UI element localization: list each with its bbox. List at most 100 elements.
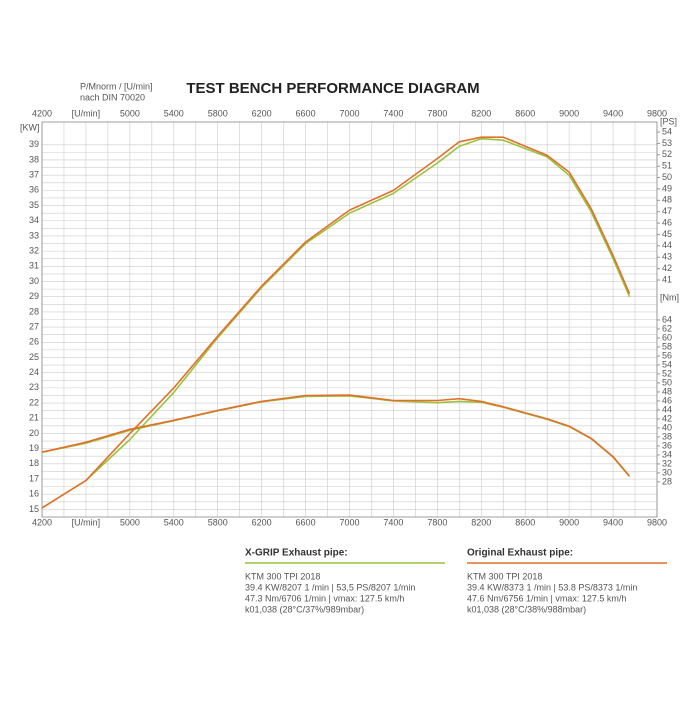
x-tick-label: 8600 xyxy=(515,517,535,527)
legend-detail: k01,038 (28°C/37%/989mbar) xyxy=(245,604,364,614)
y3-tick-label: 44 xyxy=(662,240,672,250)
y2-tick-label: 54 xyxy=(662,359,672,369)
x-tick-label: 9000 xyxy=(559,108,579,118)
x-tick-label: 8200 xyxy=(471,517,491,527)
x-tick-label: 9000 xyxy=(559,517,579,527)
y2-axis-label: [Nm] xyxy=(660,292,679,302)
y2-tick-label: 58 xyxy=(662,341,672,351)
y3-tick-label: 43 xyxy=(662,252,672,262)
y2-tick-label: 38 xyxy=(662,431,672,441)
legend-detail: KTM 300 TPI 2018 xyxy=(467,571,542,581)
y2-tick-label: 42 xyxy=(662,413,672,423)
y3-tick-label: 51 xyxy=(662,161,672,171)
y2-tick-label: 32 xyxy=(662,458,672,468)
y2-tick-label: 62 xyxy=(662,323,672,333)
legend-detail: 39.4 KW/8207 1 /min | 53,5 PS/8207 1/min xyxy=(245,582,415,592)
y3-tick-label: 54 xyxy=(662,126,672,136)
y2-tick-label: 30 xyxy=(662,467,672,477)
y3-axis-label: [PS] xyxy=(660,116,677,126)
y-tick-label: 34 xyxy=(29,215,39,225)
y-tick-label: 28 xyxy=(29,306,39,316)
y3-tick-label: 53 xyxy=(662,138,672,148)
x-tick-label: 7000 xyxy=(339,108,359,118)
y-tick-label: 35 xyxy=(29,200,39,210)
legend-detail: 39.4 KW/8373 1 /min | 53.8 PS/8373 1/min xyxy=(467,582,637,592)
power-line xyxy=(41,137,631,509)
y-tick-label: 25 xyxy=(29,352,39,362)
x-tick-label: 5000 xyxy=(120,517,140,527)
y-tick-label: 26 xyxy=(29,337,39,347)
x-tick-label: 5800 xyxy=(208,108,228,118)
torque-line xyxy=(41,394,631,477)
y-tick-label: 32 xyxy=(29,246,39,256)
y2-tick-label: 36 xyxy=(662,440,672,450)
y-tick-label: 27 xyxy=(29,321,39,331)
x-tick-label: 6200 xyxy=(252,517,272,527)
power-line xyxy=(41,136,631,509)
x-tick-label: 7400 xyxy=(383,108,403,118)
x-tick-label: 9400 xyxy=(603,108,623,118)
legend-detail: KTM 300 TPI 2018 xyxy=(245,571,320,581)
y3-tick-label: 50 xyxy=(662,172,672,182)
y3-tick-label: 46 xyxy=(662,217,672,227)
x-tick-label: 4200 xyxy=(32,108,52,118)
legend-detail: k01,038 (28°C/38%/988mbar) xyxy=(467,604,586,614)
x-tick-label: 5400 xyxy=(164,108,184,118)
note: nach DIN 70020 xyxy=(80,92,145,102)
y2-tick-label: 50 xyxy=(662,377,672,387)
y-tick-label: 15 xyxy=(29,504,39,514)
y-tick-label: 29 xyxy=(29,291,39,301)
y2-tick-label: 60 xyxy=(662,332,672,342)
y-tick-label: 24 xyxy=(29,367,39,377)
y2-tick-label: 46 xyxy=(662,395,672,405)
y-tick-label: 36 xyxy=(29,185,39,195)
x-tick-label: 5800 xyxy=(208,517,228,527)
x-tick-label: 6600 xyxy=(296,108,316,118)
y3-tick-label: 41 xyxy=(662,274,672,284)
y-tick-label: 18 xyxy=(29,458,39,468)
y-tick-label: 33 xyxy=(29,230,39,240)
y-tick-label: 16 xyxy=(29,489,39,499)
x-tick-label: [U/min] xyxy=(72,517,101,527)
y2-tick-label: 64 xyxy=(662,314,672,324)
y-tick-label: 22 xyxy=(29,397,39,407)
y2-tick-label: 52 xyxy=(662,368,672,378)
y2-tick-label: 40 xyxy=(662,422,672,432)
y3-tick-label: 45 xyxy=(662,229,672,239)
x-tick-label: 4200 xyxy=(32,517,52,527)
y-tick-label: 20 xyxy=(29,428,39,438)
note: P/Mnorm / [U/min] xyxy=(80,81,153,91)
y3-tick-label: 49 xyxy=(662,183,672,193)
y-tick-label: 30 xyxy=(29,276,39,286)
x-tick-label: 8200 xyxy=(471,108,491,118)
y-tick-label: 19 xyxy=(29,443,39,453)
x-tick-label: 5000 xyxy=(120,108,140,118)
x-tick-label: 5400 xyxy=(164,517,184,527)
y2-tick-label: 44 xyxy=(662,404,672,414)
plot-frame xyxy=(41,121,658,518)
y-tick-label: 17 xyxy=(29,473,39,483)
legend-detail: 47.6 Nm/6756 1/min | vmax: 127.5 km/h xyxy=(467,593,626,603)
y3-tick-label: 42 xyxy=(662,263,672,273)
x-tick-label: [U/min] xyxy=(72,108,101,118)
y3-tick-label: 52 xyxy=(662,149,672,159)
x-tick-label: 9800 xyxy=(647,517,667,527)
x-tick-label: 8600 xyxy=(515,108,535,118)
x-tick-label: 7800 xyxy=(427,517,447,527)
x-tick-label: 7000 xyxy=(339,517,359,527)
x-tick-label: 6200 xyxy=(252,108,272,118)
legend-label: Original Exhaust pipe: xyxy=(467,548,573,559)
y2-tick-label: 56 xyxy=(662,350,672,360)
legend-detail: 47.3 Nm/6706 1/min | vmax: 127.5 km/h xyxy=(245,593,404,603)
x-tick-label: 9400 xyxy=(603,517,623,527)
y3-tick-label: 47 xyxy=(662,206,672,216)
x-tick-label: 6600 xyxy=(296,517,316,527)
x-tick-label: 7400 xyxy=(383,517,403,527)
y-tick-label: 39 xyxy=(29,139,39,149)
y2-tick-label: 34 xyxy=(662,449,672,459)
y-axis-label: [KW] xyxy=(20,122,40,132)
y-tick-label: 38 xyxy=(29,154,39,164)
legend-label: X-GRIP Exhaust pipe: xyxy=(245,548,348,559)
y-tick-label: 37 xyxy=(29,170,39,180)
